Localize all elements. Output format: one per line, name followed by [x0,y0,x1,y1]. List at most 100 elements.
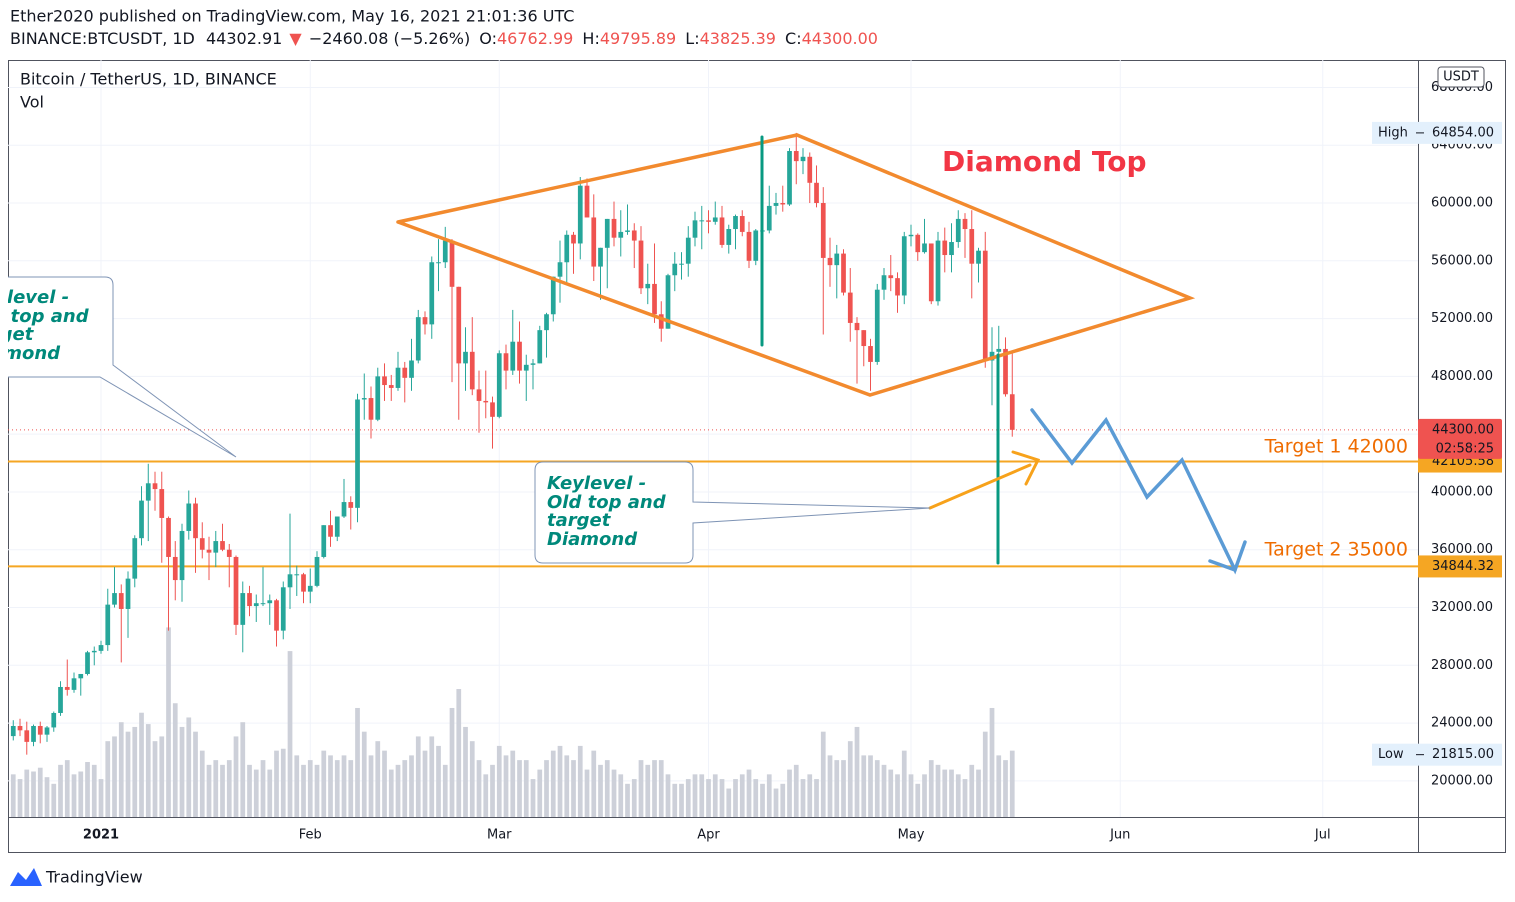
volume-bar [483,774,489,817]
callout-text: target [547,510,612,531]
candle-body [733,216,738,230]
y-tick-label: 40000.00 [1431,484,1493,499]
candle-body [328,525,333,537]
y-tick-label: 60000.00 [1431,196,1493,211]
volume-bar [139,712,144,817]
candle-body [861,330,867,347]
extreme-value: 21815.00 [1432,747,1494,762]
x-tick-label: Jul [1314,828,1331,843]
volume-bar [118,722,124,817]
y-tick-label: 52000.00 [1431,311,1493,326]
candle-body [91,650,97,653]
candle-body [834,253,840,266]
candle-body [517,341,522,371]
x-tick-label: Jun [1109,828,1130,843]
volume-bar [388,769,394,817]
volume-bar [510,750,516,817]
legend-volume: Vol [20,93,44,112]
volume-bar [976,769,981,817]
unit-label: USDT [1443,70,1479,85]
volume-bar [773,788,779,817]
volume-bar [159,736,165,817]
volume-bar [793,764,799,817]
candle-body [78,673,84,679]
published-line: Ether2020 published on TradingView.com, … [10,7,574,26]
volume-bar [51,783,57,817]
candle-body [10,725,16,737]
candle-body [260,603,266,605]
volume-bar [895,774,900,817]
volume-bar [31,771,36,817]
volume-bar [213,760,219,817]
candle-body [982,250,988,361]
candle-body [631,230,637,241]
candle-body [753,230,759,261]
volume-bar [901,750,907,817]
volume-bar [355,707,360,817]
candle-body [665,275,671,329]
ohlc-label: C: [785,29,802,48]
candle-body [24,730,30,742]
candle-body [928,243,934,302]
volume-bar [334,760,340,817]
candle-body [382,376,387,386]
candle-body [523,364,529,371]
volume-bar [166,627,171,817]
candle-body [422,317,428,325]
candle-body [814,182,819,204]
candle-body [652,283,657,315]
ohlc-value: 49795.89 [600,29,676,48]
candle-body [773,203,779,206]
volume-bar [321,750,327,817]
callout-text: Keylevel - [0,287,69,308]
pattern-title: Diamond Top [942,145,1147,178]
candle-body [787,151,792,205]
volume-bar [780,783,786,817]
candle-body [415,317,421,361]
candle-body [490,402,495,417]
candle-body [706,220,711,222]
volume-bar [915,783,921,817]
candle-body [874,289,880,362]
callout-text: Old top and [0,306,90,327]
volume-bar [645,764,651,817]
candle-body [611,218,617,238]
volume-bar [598,764,603,817]
volume-bar [490,764,495,817]
volume-bar [179,726,185,817]
ohlc-label: H: [582,29,599,48]
candle-body [368,398,374,420]
volume-bar [638,760,644,817]
volume-bar [37,767,43,817]
candle-body [685,237,691,264]
candle-body [692,220,698,238]
candle-body [44,727,50,735]
volume-bar [294,755,300,817]
candle-body [868,346,873,362]
extreme-box [1372,121,1502,144]
candle-body [922,243,927,253]
callout-box [534,461,931,564]
volume-bar [307,760,313,817]
y-tick-label: 48000.00 [1431,369,1493,384]
volume-bar [71,774,77,817]
volume-bar [314,764,320,817]
candle-body [766,205,772,231]
candle-body [901,236,907,296]
volume-bar [577,745,583,817]
volume-bar [942,769,948,817]
candle-body [186,503,192,531]
volume-bar [240,722,246,817]
volume-bar [112,736,117,817]
volume-bar [199,750,205,817]
volume-bar [436,745,441,817]
candle-body [37,725,43,735]
volume-bar [712,774,718,817]
candle-body [820,203,826,258]
candle-body [672,263,678,276]
candle-body [321,525,327,557]
candle-body [807,156,813,183]
volume-bar [382,750,387,817]
volume-bar [820,731,826,817]
candle-body [699,220,705,222]
